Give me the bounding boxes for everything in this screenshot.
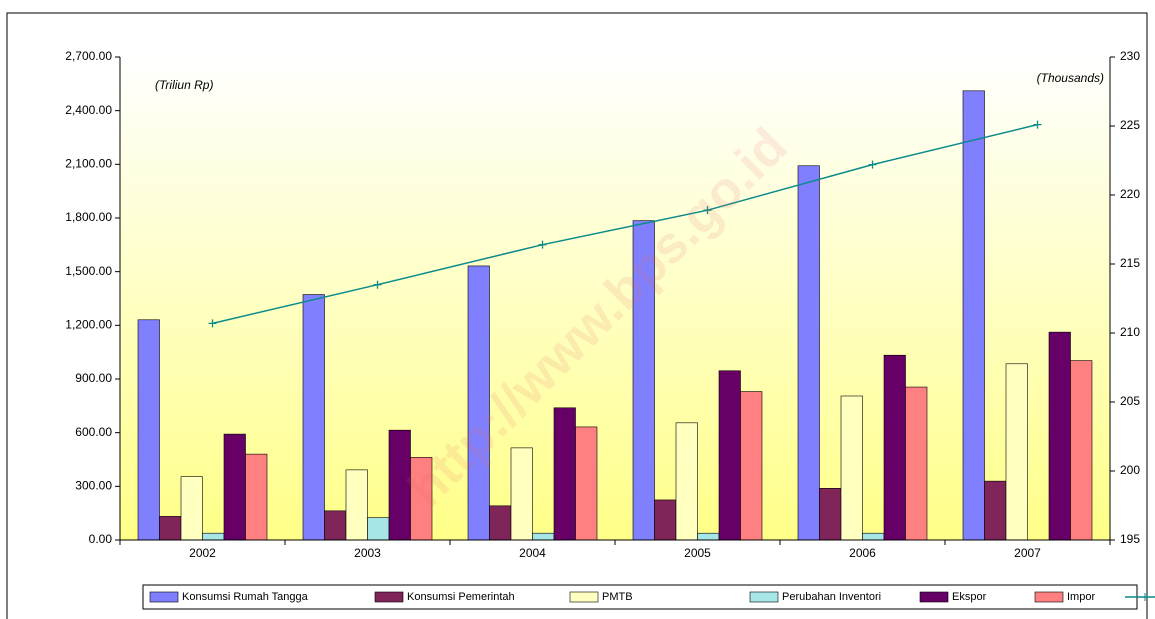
legend-swatch	[569, 591, 599, 603]
y-tick-label: 1,800.00	[65, 210, 112, 224]
y-tick-label: 0.00	[89, 532, 113, 546]
bar	[575, 426, 598, 541]
bar	[324, 510, 347, 541]
legend-label: Perubahan Inventori	[782, 591, 881, 603]
y2-tick-label: 210	[1120, 325, 1140, 339]
legend-swatch	[749, 591, 779, 603]
legend-swatch	[374, 591, 404, 603]
legend-label: Konsumsi Rumah Tangga	[182, 591, 309, 603]
y2-tick-label: 200	[1120, 463, 1140, 477]
bar	[367, 517, 390, 541]
y2-tick-label: 225	[1120, 118, 1140, 132]
y-tick-label: 1,500.00	[65, 264, 112, 278]
line-marker	[703, 206, 712, 215]
plot-area	[120, 57, 1110, 540]
legend-label: Konsumsi Pemerintah	[407, 591, 515, 603]
y-tick-label: 300.00	[75, 479, 112, 493]
bar	[302, 294, 325, 541]
bar	[1070, 360, 1093, 541]
x-tick-label: 2002	[189, 546, 216, 560]
bar	[1048, 331, 1071, 541]
bar	[180, 476, 203, 541]
plot: 0.00 300.00 600.00 900.00 1,200.00 1,500.00 1,…	[65, 49, 1140, 560]
line-marker	[208, 319, 217, 328]
legend-label: PMTB	[602, 591, 633, 603]
y-tick-label: 1,200.00	[65, 318, 112, 332]
line	[212, 123, 1038, 325]
y-tick-label: 2,700.00	[65, 49, 112, 63]
bar	[962, 90, 985, 541]
bar	[718, 370, 741, 541]
x-tick-label: 2005	[684, 546, 711, 560]
bar	[740, 391, 763, 541]
bar	[883, 354, 906, 541]
legend: Konsumsi Rumah Tangga Konsumsi Pemerintah…	[149, 591, 1155, 603]
legend-box	[142, 584, 1138, 610]
line-marker	[868, 160, 877, 169]
y2-tick-label: 205	[1120, 394, 1140, 408]
bar	[245, 453, 268, 541]
y-tick-label: 900.00	[75, 371, 112, 385]
bar	[840, 395, 863, 541]
bar	[862, 532, 885, 541]
bar	[202, 532, 225, 541]
bar	[797, 165, 820, 541]
bar	[1005, 363, 1028, 541]
bar	[510, 447, 533, 541]
bar	[137, 319, 160, 541]
legend-swatch	[149, 591, 179, 603]
bar	[345, 469, 368, 541]
y2-tick-label: 230	[1120, 49, 1140, 63]
bar	[532, 532, 555, 541]
legend-swatch	[1034, 591, 1064, 603]
bar	[553, 407, 576, 541]
bar	[675, 422, 698, 541]
bar	[984, 480, 1007, 541]
bar	[159, 516, 182, 541]
bar	[654, 499, 677, 541]
y2-tick-label: 215	[1120, 256, 1140, 270]
line-marker	[373, 280, 382, 289]
bar	[697, 532, 720, 541]
left-axis-unit: (Triliun Rp)	[155, 78, 213, 92]
x-tick-label: 2006	[849, 546, 876, 560]
line-marker	[1033, 120, 1042, 129]
x-tick-label: 2003	[354, 546, 381, 560]
x-tick-label: 2007	[1014, 546, 1041, 560]
legend-label: Impor	[1067, 591, 1095, 603]
y2-tick-label: 220	[1120, 187, 1140, 201]
legend-swatch-marker	[1141, 593, 1149, 601]
legend-label: Ekspor	[952, 591, 987, 603]
y-tick-label: 2,400.00	[65, 103, 112, 117]
bar	[905, 386, 928, 541]
y2-tick-label: 195	[1120, 532, 1140, 546]
legend-swatch	[919, 591, 949, 603]
y-tick-label: 600.00	[75, 425, 112, 439]
x-tick-label: 2004	[519, 546, 546, 560]
line-marker	[538, 240, 547, 249]
right-axis-unit: (Thousands)	[1037, 71, 1104, 85]
bar	[223, 433, 246, 541]
y-tick-label: 2,100.00	[65, 157, 112, 171]
bar	[489, 505, 512, 541]
bar	[819, 488, 842, 541]
